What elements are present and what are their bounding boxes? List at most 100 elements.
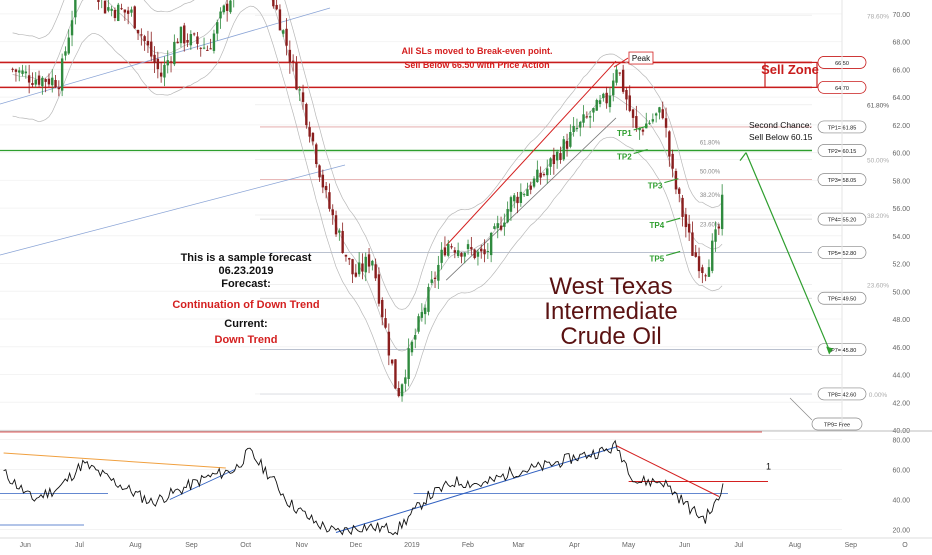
- sample-line-2: 06.23.2019: [218, 265, 273, 277]
- candle-body: [608, 95, 612, 108]
- candle-body: [156, 58, 160, 70]
- candle-body: [110, 8, 113, 11]
- candle-body: [595, 100, 598, 111]
- candle-body: [222, 5, 226, 13]
- candle-body: [334, 215, 338, 235]
- time-tick-label: Jul: [734, 542, 743, 549]
- time-axis: Jun Jul Aug Sep Oct Nov Dec 2019 Feb Mar Apr May Jun…: [0, 537, 932, 549]
- rsi-rise-line: [335, 446, 617, 533]
- candle-body: [338, 230, 341, 233]
- candle-body: [493, 226, 496, 229]
- candle-body: [318, 165, 321, 178]
- price-tick-label: 46.00: [892, 345, 910, 352]
- candle-body: [447, 244, 450, 256]
- candle-body: [176, 41, 179, 44]
- candle-body: [120, 8, 123, 10]
- candle-body: [384, 318, 387, 328]
- price-axis: 70.00 68.00 66.00 64.00 62.00 60.00 58.00 56.00…: [841, 0, 910, 435]
- fib-inner-label: 23.60%: [700, 222, 721, 228]
- candle-body: [625, 89, 628, 100]
- rsi-panel: 80.00 60.00 40.00 20.00 1: [0, 430, 932, 536]
- candle-body: [216, 22, 219, 34]
- time-tick-label: 2019: [404, 542, 420, 549]
- candle-body: [707, 267, 711, 277]
- candle-body: [404, 377, 407, 384]
- candle-body: [14, 69, 18, 72]
- candle-body: [166, 60, 169, 66]
- tp9-label: TP9= Free: [824, 423, 850, 429]
- title-line-1: West Texas: [549, 273, 672, 300]
- tp9-pointer: [789, 397, 813, 421]
- candle-body: [341, 230, 344, 254]
- fib-inner-label: 38.20%: [700, 193, 721, 199]
- candle-body: [387, 331, 391, 356]
- candle-body: [146, 40, 150, 46]
- candle-body: [31, 83, 34, 86]
- candle-body: [344, 254, 348, 257]
- candle-body: [202, 47, 206, 49]
- candle-body: [364, 256, 367, 273]
- candle-body: [305, 104, 308, 126]
- peak-pointer: [613, 57, 629, 68]
- candle-body: [423, 307, 427, 315]
- candle-body: [555, 151, 559, 161]
- candle-body: [219, 11, 222, 19]
- price-tick-label: 56.00: [892, 206, 910, 213]
- candle-body: [509, 197, 513, 212]
- candle-body: [354, 272, 358, 277]
- price-tick-label: 64.00: [892, 95, 910, 102]
- rsi-tick-label: 20.00: [892, 528, 910, 535]
- candle-body: [41, 77, 44, 87]
- tp-marker-label: TP5: [649, 254, 664, 263]
- candle-body: [575, 127, 579, 129]
- candle-body: [466, 244, 470, 250]
- fib-label: 61.80%: [867, 103, 889, 110]
- candle-body: [381, 299, 384, 318]
- candle-body: [400, 384, 404, 397]
- candle-body: [668, 131, 671, 157]
- candle-body: [437, 264, 440, 281]
- candle-body: [410, 341, 414, 353]
- candle-body: [67, 37, 70, 54]
- current-label: Current:: [224, 318, 267, 330]
- candle-body: [301, 92, 305, 102]
- candle-body: [549, 158, 552, 167]
- candle-body: [691, 232, 694, 256]
- time-tick-label: Feb: [462, 542, 474, 549]
- price-tick-label: 42.00: [892, 400, 910, 407]
- candle-body: [714, 229, 717, 242]
- candle-body: [291, 60, 295, 62]
- candle-body: [361, 263, 364, 272]
- tp-marker-arrow: [664, 178, 679, 184]
- candle-body: [615, 69, 618, 83]
- time-tick-label: Jun: [20, 542, 31, 549]
- title-line-3: Crude Oil: [560, 323, 661, 350]
- time-tick-label: Jun: [679, 542, 690, 549]
- candle-body: [529, 185, 532, 190]
- tp-marker-arrow: [633, 148, 648, 155]
- sl-note: All SLs moved to Break-even point.: [401, 46, 552, 56]
- candle-body: [460, 253, 463, 257]
- candle-body: [60, 58, 64, 91]
- candle-body: [34, 79, 37, 85]
- candle-body: [298, 89, 301, 91]
- fib-label: 38.20%: [867, 213, 889, 220]
- candle-body: [311, 132, 315, 142]
- candle-body: [496, 223, 499, 229]
- candle-body: [443, 247, 447, 256]
- candle-body: [348, 258, 351, 260]
- time-tick-label: Dec: [350, 542, 363, 549]
- time-tick-label: Aug: [789, 542, 802, 549]
- candle-body: [414, 335, 417, 340]
- candle-body: [516, 196, 519, 204]
- candle-body: [153, 54, 156, 63]
- candle-body: [357, 262, 361, 275]
- candle-body: [24, 71, 28, 74]
- rsi-orange-line: [3, 452, 226, 469]
- candle-body: [651, 119, 655, 122]
- candle-body: [506, 208, 509, 223]
- candle-body: [720, 194, 724, 230]
- tp9-box: [811, 417, 863, 431]
- candle-body: [559, 153, 562, 160]
